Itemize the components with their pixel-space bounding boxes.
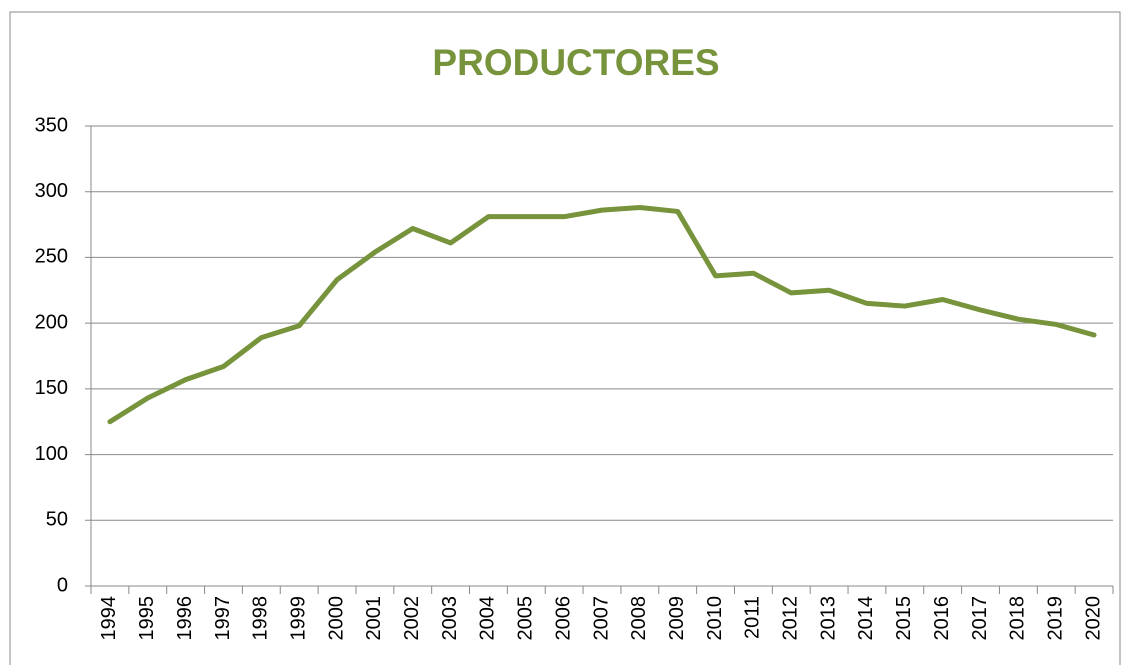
x-tick-label: 2006	[552, 596, 574, 641]
x-tick-label: 2012	[780, 596, 802, 641]
data-line	[107, 204, 1097, 425]
x-tick-label: 2020	[1082, 596, 1104, 641]
x-tick-label: 2014	[855, 596, 877, 641]
x-tick-label: 1998	[250, 596, 272, 641]
x-tick-label: 2017	[969, 596, 991, 641]
chart-border	[9, 11, 1121, 665]
x-tick-label: 2019	[1045, 596, 1067, 641]
x-tick-label: 2011	[742, 596, 764, 639]
y-tick-label: 100	[35, 443, 68, 465]
chart-title: PRODUCTORES	[432, 42, 719, 83]
y-tick-label: 150	[35, 377, 68, 399]
x-tick-label: 2000	[325, 596, 347, 641]
x-tick-label: 2010	[704, 596, 726, 641]
x-tick-label: 2003	[439, 596, 461, 641]
y-tick-label: 0	[57, 574, 68, 596]
x-tick-label: 2004	[477, 596, 499, 641]
x-tick-label: 2015	[893, 596, 915, 641]
x-tick-label: 2002	[401, 596, 423, 641]
x-tick-label: 2007	[590, 596, 612, 641]
x-tick-label: 2016	[931, 596, 953, 641]
x-tick-label: 2013	[817, 596, 839, 641]
y-tick-label: 50	[46, 509, 68, 531]
x-tick-label: 2018	[1007, 596, 1029, 641]
x-tick-label: 1995	[136, 596, 158, 641]
y-tick-label: 300	[35, 180, 68, 202]
x-tick-label: 2005	[515, 596, 537, 641]
x-tick-label: 1994	[98, 596, 120, 641]
y-tick-label: 250	[35, 246, 68, 268]
x-tick-label: 1997	[212, 596, 234, 641]
x-tick-label: 1996	[174, 596, 196, 641]
x-tick-label: 2001	[363, 596, 385, 641]
x-tick-label: 2009	[666, 596, 688, 641]
x-tick-label: 2008	[628, 596, 650, 641]
x-tick-label: 1999	[287, 596, 309, 641]
y-tick-label: 350	[35, 114, 68, 136]
y-tick-label: 200	[35, 311, 68, 333]
